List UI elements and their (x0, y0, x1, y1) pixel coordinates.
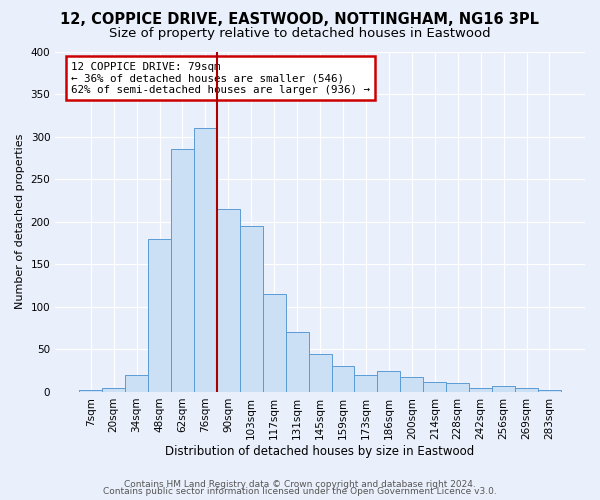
Text: Size of property relative to detached houses in Eastwood: Size of property relative to detached ho… (109, 28, 491, 40)
Bar (148, 239, 171, 392)
Text: Contains public sector information licensed under the Open Government Licence v3: Contains public sector information licen… (103, 487, 497, 496)
Bar (308, 354, 332, 392)
X-axis label: Distribution of detached houses by size in Eastwood: Distribution of detached houses by size … (166, 444, 475, 458)
Bar (240, 226, 263, 392)
Bar (446, 384, 469, 392)
Bar (263, 294, 286, 392)
Text: 12, COPPICE DRIVE, EASTWOOD, NOTTINGHAM, NG16 3PL: 12, COPPICE DRIVE, EASTWOOD, NOTTINGHAM,… (61, 12, 539, 28)
Bar (515, 388, 538, 392)
Bar (194, 128, 217, 392)
Bar (355, 375, 377, 392)
Text: Contains HM Land Registry data © Crown copyright and database right 2024.: Contains HM Land Registry data © Crown c… (124, 480, 476, 489)
Bar (377, 370, 400, 392)
Bar (286, 332, 308, 392)
Y-axis label: Number of detached properties: Number of detached properties (15, 134, 25, 310)
Bar (423, 382, 446, 392)
Bar (79, 390, 102, 392)
Bar (492, 386, 515, 392)
Bar (538, 390, 561, 392)
Bar (171, 150, 194, 392)
Bar (332, 366, 355, 392)
Bar (217, 209, 240, 392)
Bar (400, 376, 423, 392)
Text: 12 COPPICE DRIVE: 79sqm
← 36% of detached houses are smaller (546)
62% of semi-d: 12 COPPICE DRIVE: 79sqm ← 36% of detache… (71, 62, 370, 95)
Bar (125, 375, 148, 392)
Bar (469, 388, 492, 392)
Bar (102, 388, 125, 392)
